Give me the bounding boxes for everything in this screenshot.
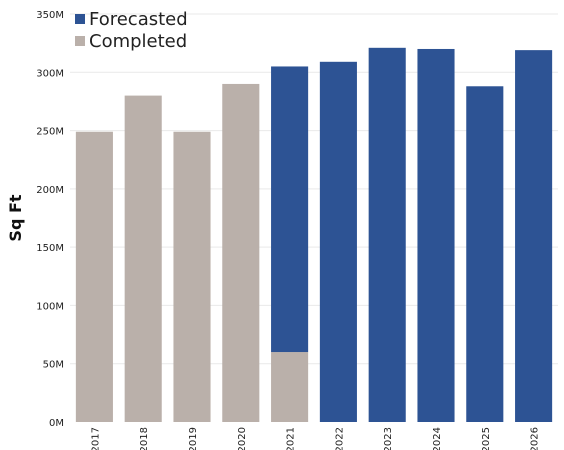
bar-forecasted-2021	[271, 66, 309, 353]
bar-forecasted-2026	[515, 50, 553, 422]
legend-swatch	[75, 36, 85, 46]
x-tick-label: 2026	[530, 427, 541, 450]
bar-completed-2021	[271, 352, 309, 422]
bar-forecasted-2024	[417, 48, 455, 422]
bar-forecasted-2025	[466, 86, 504, 422]
y-tick-label: 50M	[43, 360, 64, 371]
legend-label: Completed	[89, 31, 187, 52]
y-tick-label: 150M	[36, 243, 64, 254]
bars	[75, 47, 553, 423]
legend-label: Forecasted	[89, 9, 188, 30]
x-axis-ticks: 2017 2018 2019 2020 2021 2022 2023 2024 2025 2026	[90, 427, 540, 450]
bar-completed-2019	[173, 131, 211, 423]
y-tick-label: 0M	[49, 418, 64, 429]
bar-forecasted-2023	[368, 47, 406, 422]
legend-swatch	[75, 14, 85, 24]
y-tick-label: 200M	[36, 185, 64, 196]
x-tick-label: 2024	[432, 427, 443, 450]
y-tick-label: 350M	[36, 10, 64, 21]
x-tick-label: 2017	[90, 427, 101, 450]
x-tick-label: 2018	[139, 427, 150, 450]
bar-completed-2017	[75, 131, 113, 423]
x-tick-label: 2020	[237, 427, 248, 450]
y-axis-label: Sq Ft	[6, 194, 25, 241]
y-tick-label: 100M	[36, 301, 64, 312]
y-tick-label: 250M	[36, 127, 64, 138]
x-tick-label: 2022	[334, 427, 345, 450]
bar-forecasted-2022	[319, 61, 357, 423]
y-tick-label: 300M	[36, 68, 64, 79]
bar-completed-2020	[222, 83, 260, 422]
x-tick-label: 2025	[481, 427, 492, 450]
bar-completed-2018	[124, 95, 162, 422]
x-tick-label: 2019	[188, 427, 199, 450]
x-tick-label: 2023	[383, 427, 394, 450]
y-axis-ticks: 0M 50M 100M 150M 200M 250M 300M 350M	[36, 10, 64, 429]
x-tick-label: 2021	[286, 427, 297, 450]
